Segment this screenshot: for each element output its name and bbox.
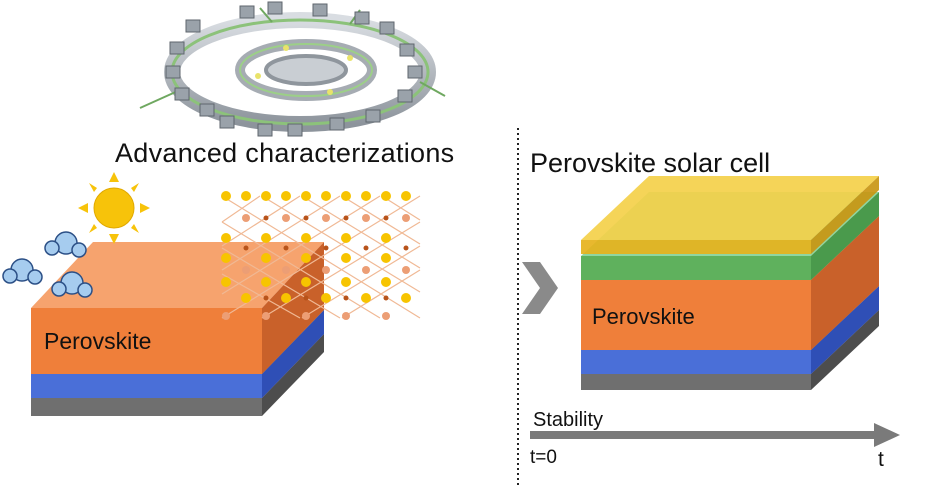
perovskite-left-label: Perovskite: [44, 328, 152, 354]
right-solar-cell-stack: [581, 176, 879, 390]
left-perovskite-stack: [31, 242, 324, 416]
perovskite-left-top: [31, 242, 324, 308]
perovskite-right-front: [581, 280, 811, 350]
time-axis-label: t: [878, 448, 884, 471]
crystal-lattice-icon: [221, 191, 421, 320]
gold-electrode-top: [581, 176, 879, 240]
perovskite-right-label: Perovskite: [592, 304, 695, 329]
moisture-icon: [2, 231, 93, 298]
solar-cell-label: Perovskite solar cell: [530, 148, 771, 178]
synchrotron-icon: [139, 1, 446, 137]
time-zero-label: t=0: [530, 447, 557, 468]
advanced-characterizations-label: Advanced characterizations: [115, 138, 455, 168]
sun-icon: [78, 172, 150, 244]
stability-arrow: [530, 423, 900, 447]
stability-label: Stability: [533, 409, 604, 431]
chevron-right-icon: [522, 262, 558, 314]
